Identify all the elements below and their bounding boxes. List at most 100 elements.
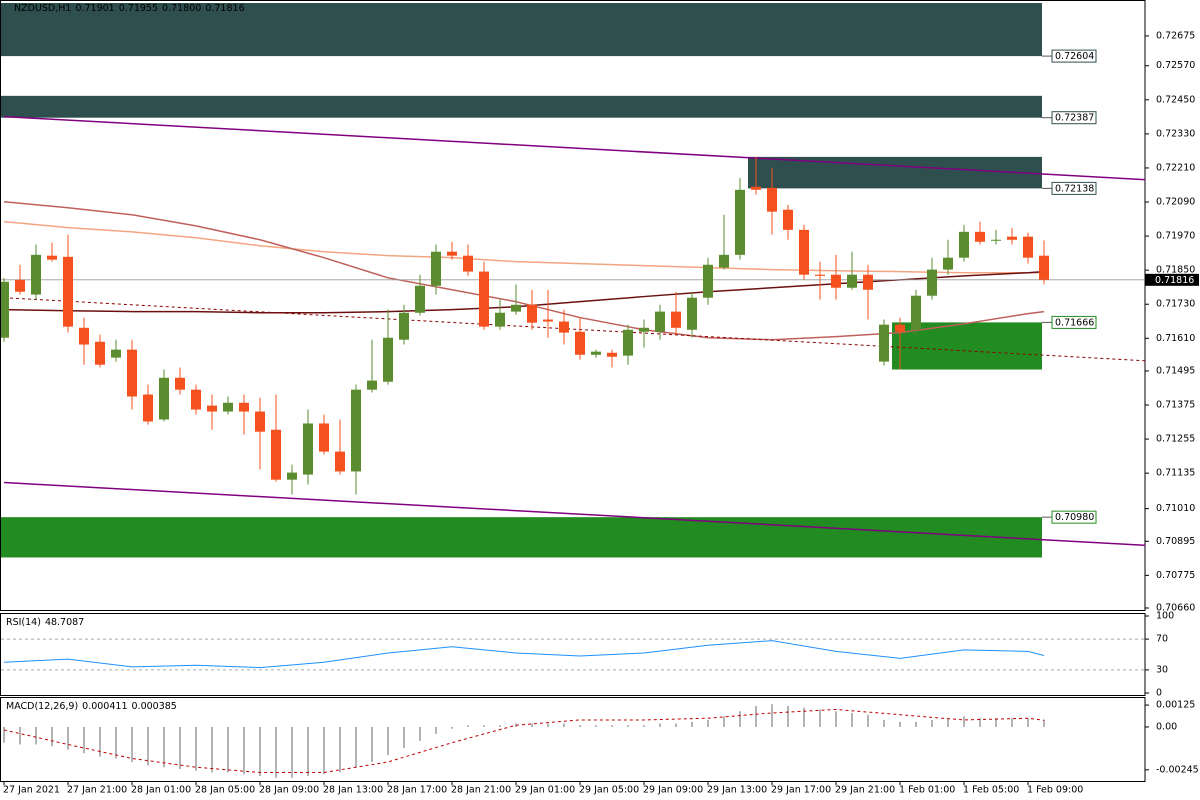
x-tick-label: 29 Jan 13:00 (707, 785, 767, 796)
x-tick-label: 28 Jan 09:00 (259, 785, 319, 796)
candle-body (959, 231, 969, 258)
candle-body (335, 451, 345, 472)
macd-bar (19, 726, 21, 745)
zone (1, 95, 1042, 118)
y-tick-label: 70 (1156, 634, 1168, 645)
macd-bar (35, 726, 37, 745)
macd-bar (323, 726, 325, 775)
y-tick-label: 0.72450 (1156, 94, 1195, 105)
candle-body (559, 321, 569, 333)
x-tick-label: 27 Jan 21:00 (67, 785, 127, 796)
candle-body (367, 380, 377, 390)
x-tick-label: 1 Feb 09:00 (1027, 785, 1083, 796)
signal-line (3, 708, 1045, 773)
main-header: NZDUSD,H1 0.71901 0.71955 0.71800 0.71816 (14, 3, 249, 15)
macd-bar (227, 726, 229, 773)
candle-body (687, 297, 697, 330)
macd-bar (819, 709, 821, 727)
macd-bar (835, 711, 837, 727)
candle-body (703, 264, 713, 298)
current-price-box (1145, 273, 1199, 286)
symbol: NZDUSD,H1 (14, 3, 72, 14)
macd-bar (979, 718, 981, 727)
y-tick-label: 0.72090 (1156, 197, 1195, 208)
x-tick-label: 28 Jan 01:00 (131, 785, 191, 796)
candle-body (223, 402, 233, 412)
y-tick-label: 0.71970 (1156, 231, 1195, 242)
macd-bar (371, 726, 373, 762)
candle-body (639, 327, 649, 332)
macd-bar (595, 725, 597, 727)
y-tick-label: 0.71730 (1156, 299, 1195, 310)
candle-body (671, 311, 681, 328)
macd-bar (51, 726, 53, 747)
candle-body (31, 254, 41, 295)
candle-body (1, 281, 9, 338)
macd-bar (387, 726, 389, 755)
macd-bar (115, 726, 117, 759)
signal-value: 0.000385 (131, 701, 177, 712)
x-tick-label: 1 Feb 05:00 (963, 785, 1019, 796)
macd-panel-frame (0, 697, 1146, 782)
candle-body (319, 423, 329, 452)
candle-body (511, 304, 521, 312)
macd-bar (419, 726, 421, 741)
zone-label: 0.70980 (1055, 512, 1094, 523)
candle-body (415, 285, 425, 313)
macd-bar (291, 726, 293, 778)
candle-body (735, 189, 745, 255)
macd-bar (211, 726, 213, 773)
macd-bar (403, 726, 405, 748)
candle-body (447, 251, 457, 256)
moving-average (3, 220, 1044, 274)
candle-body (783, 209, 793, 230)
macd-bar (3, 726, 5, 743)
candle-body (143, 394, 153, 422)
candle-body (623, 329, 633, 356)
candle-body (383, 337, 393, 382)
y-tick-label: 0 (1156, 688, 1162, 699)
rsi-title: RSI(14) (6, 617, 41, 628)
macd-bar (1027, 718, 1029, 727)
y-tick-label: 0.71010 (1156, 503, 1195, 514)
zone-label: 0.72387 (1055, 113, 1094, 124)
x-tick-label: 1 Feb 01:00 (899, 785, 955, 796)
y-tick-label: 0.71850 (1156, 265, 1195, 276)
macd-bar (483, 725, 485, 727)
macd-bar (355, 726, 357, 768)
zone-label-box (1051, 315, 1097, 329)
macd-title: MACD(12,26,9) (6, 701, 79, 712)
macd-bar (547, 723, 549, 727)
candle-body (543, 319, 553, 322)
y-tick-label: 0.72210 (1156, 162, 1195, 173)
candle-body (847, 274, 857, 288)
candle-body (799, 229, 809, 275)
candle-body (399, 312, 409, 340)
macd-bar (163, 726, 165, 768)
macd-bar (451, 726, 453, 729)
trendline (3, 115, 1145, 181)
candle-body (655, 311, 665, 332)
zone-label-box (1051, 49, 1097, 63)
candle-body (495, 312, 505, 327)
candle-body (719, 254, 729, 268)
candle-body (943, 257, 953, 270)
macd-bar (467, 725, 469, 727)
zone (748, 156, 1042, 189)
candle-body (351, 389, 361, 472)
macd-bar (435, 726, 437, 734)
macd-bar (995, 718, 997, 727)
macd-bar (259, 726, 261, 776)
macd-bar (179, 726, 181, 769)
macd-bar (1043, 719, 1045, 727)
candle-body (927, 269, 937, 296)
y-tick-label: 0.70895 (1156, 536, 1195, 547)
candle-body (863, 274, 873, 290)
rsi-line (3, 640, 1045, 669)
macd-bar (963, 716, 965, 727)
rsi-value: 48.7087 (44, 617, 85, 628)
macd-bar (83, 726, 85, 754)
y-tick-label: 0.00 (1156, 721, 1177, 732)
y-tick-label: 30 (1156, 664, 1168, 675)
